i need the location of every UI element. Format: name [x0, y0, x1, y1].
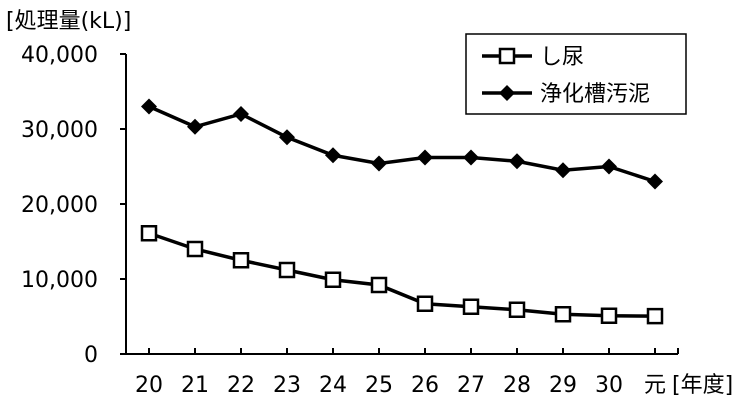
- legend-marker: [498, 47, 516, 65]
- y-axis-label: [処理量(kL)]: [6, 9, 131, 34]
- legend-box: [465, 33, 687, 115]
- data-point: [600, 307, 618, 324]
- legend-item: し尿: [482, 45, 584, 70]
- data-point: [371, 155, 387, 172]
- data-point: [555, 162, 571, 179]
- data-point: [140, 225, 158, 242]
- data-point: [233, 106, 249, 122]
- x-tick-label: 21: [181, 373, 209, 398]
- series-line: [148, 104, 656, 184]
- data-point: [417, 149, 433, 166]
- data-point: [416, 295, 434, 312]
- data-point: [646, 307, 664, 325]
- x-tick-label: 29: [549, 373, 577, 398]
- data-point: [370, 276, 388, 294]
- x-tick-label: 24: [319, 373, 347, 398]
- data-point: [601, 158, 617, 175]
- x-tick-label: 23: [273, 373, 301, 398]
- legend-label: し尿: [540, 45, 584, 70]
- y-tick-label: 40,000: [21, 43, 98, 68]
- legend-item: 浄化槽汚泥: [482, 82, 650, 107]
- x-tick-label: 26: [411, 373, 439, 398]
- y-tick-label: 30,000: [21, 118, 98, 143]
- y-axis-ticks: 0 10,000 20,000 30,000 40,000: [21, 43, 126, 368]
- data-point: [324, 271, 342, 288]
- series-1: [140, 225, 664, 325]
- data-point: [462, 298, 480, 315]
- x-tick-label: 25: [365, 373, 393, 398]
- series-line: [148, 231, 656, 318]
- y-tick-label: 20,000: [21, 193, 98, 218]
- data-point: [141, 98, 157, 115]
- legend-marker: [499, 85, 515, 101]
- data-point: [279, 129, 295, 146]
- x-tick-label: 27: [457, 373, 485, 398]
- x-axis-label: [年度]: [672, 373, 733, 398]
- y-tick-label: 10,000: [21, 268, 98, 293]
- series-2: [141, 98, 663, 190]
- y-tick-label: 0: [84, 343, 98, 368]
- x-tick-label: 28: [503, 373, 531, 398]
- data-point: [278, 261, 296, 279]
- data-point: [463, 149, 479, 166]
- data-point: [186, 240, 204, 258]
- series-layer: [140, 98, 664, 325]
- legend-label: 浄化槽汚泥: [540, 82, 650, 107]
- data-point: [325, 147, 341, 164]
- data-point: [187, 118, 203, 135]
- x-tick-label: 30: [595, 373, 623, 398]
- data-point: [232, 252, 250, 269]
- data-point: [508, 301, 526, 318]
- x-axis-ticks: 20 21 22 23 24 25 26 27 28 29 30 元: [135, 348, 679, 398]
- data-point: [554, 306, 572, 323]
- data-point: [647, 173, 663, 190]
- x-tick-label: 20: [135, 373, 163, 398]
- x-tick-label: 22: [227, 373, 255, 398]
- x-tick-label: 元: [644, 373, 666, 398]
- data-point: [509, 153, 525, 170]
